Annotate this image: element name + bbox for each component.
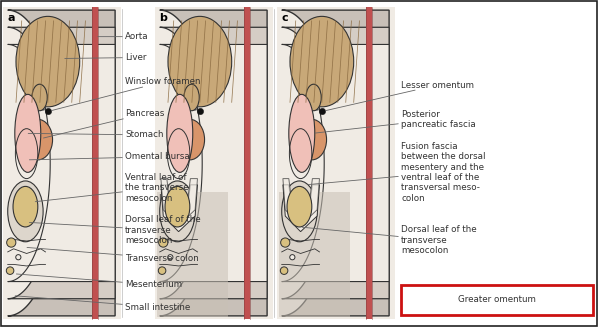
Circle shape [7,238,16,247]
Ellipse shape [32,84,47,111]
Text: Pancreas: Pancreas [44,109,164,138]
Circle shape [16,255,21,260]
Polygon shape [8,44,115,282]
Ellipse shape [306,84,321,111]
Text: Dorsal leaf of the
transverse
mesocolon: Dorsal leaf of the transverse mesocolon [29,215,200,245]
Circle shape [280,238,290,247]
Text: Transverse colon: Transverse colon [27,248,199,263]
Text: Stomach: Stomach [28,130,163,139]
FancyBboxPatch shape [401,285,593,315]
Polygon shape [160,27,267,299]
Bar [279,192,350,317]
Circle shape [7,267,14,274]
Bar [366,7,372,319]
Text: Omental bursa: Omental bursa [29,152,190,161]
Ellipse shape [13,186,38,227]
Polygon shape [161,185,197,232]
Ellipse shape [289,95,315,172]
Text: Liver: Liver [65,53,147,62]
Ellipse shape [184,84,199,111]
Polygon shape [283,179,319,225]
Bar [244,7,250,319]
Polygon shape [8,10,115,316]
Text: Ventral leaf of
the transverse
mesocolon: Ventral leaf of the transverse mesocolon [35,173,188,203]
Polygon shape [308,97,318,110]
Ellipse shape [16,16,80,107]
Ellipse shape [160,181,195,242]
Circle shape [45,108,51,115]
Ellipse shape [175,119,205,160]
Bar [277,7,395,319]
Circle shape [319,108,326,115]
Ellipse shape [8,181,43,242]
Circle shape [158,267,166,274]
Bar [92,7,98,319]
Circle shape [158,238,168,247]
Text: a: a [7,13,14,23]
Text: Dorsal leaf of the
transverse
mesocolon: Dorsal leaf of the transverse mesocolon [302,226,477,255]
Text: Lesser omentum: Lesser omentum [326,80,474,111]
Polygon shape [282,44,389,282]
Ellipse shape [167,95,193,172]
Polygon shape [186,97,196,110]
Text: b: b [159,13,167,23]
Ellipse shape [282,181,317,242]
Ellipse shape [23,119,53,160]
Bar [155,7,273,319]
Polygon shape [283,185,319,232]
Ellipse shape [168,16,231,107]
Circle shape [197,108,204,115]
Ellipse shape [165,186,190,227]
Polygon shape [160,44,267,282]
Ellipse shape [287,186,312,227]
Circle shape [290,255,295,260]
Ellipse shape [297,119,327,160]
Bar [157,192,228,317]
Text: Aorta: Aorta [98,32,149,41]
Text: Winslow foramen: Winslow foramen [51,77,200,111]
Polygon shape [282,27,389,299]
Ellipse shape [15,95,41,172]
Text: Posterior
pancreatic fascia: Posterior pancreatic fascia [315,110,476,133]
Polygon shape [282,10,389,316]
Circle shape [280,267,288,274]
Text: Small intestine: Small intestine [15,296,190,312]
Text: c: c [281,13,288,23]
Polygon shape [8,27,115,299]
Bar [3,7,121,319]
Text: Greater omentum: Greater omentum [458,296,536,304]
Text: Mesenterium: Mesenterium [16,274,182,289]
Circle shape [168,255,173,260]
Polygon shape [161,179,197,225]
Polygon shape [160,10,267,316]
Text: Fusion fascia
between the dorsal
mesentery and the
ventral leaf of the
transvers: Fusion fascia between the dorsal mesente… [308,142,486,203]
Polygon shape [33,97,44,110]
Ellipse shape [290,16,353,107]
